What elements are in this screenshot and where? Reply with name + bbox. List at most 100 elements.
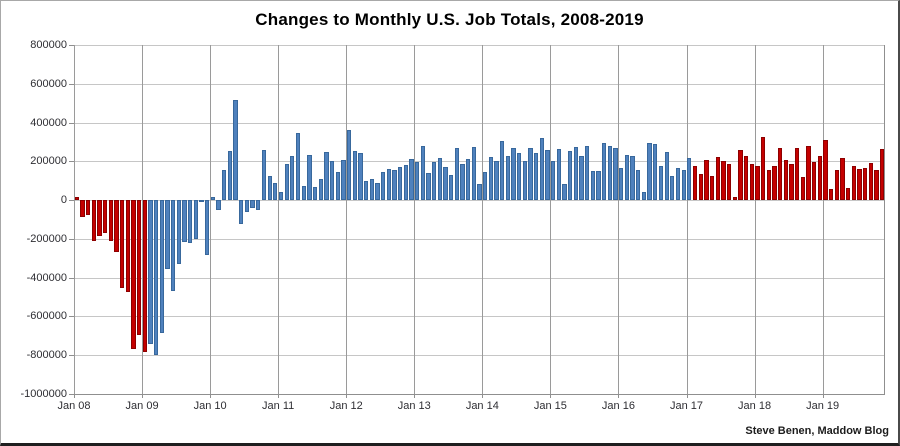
- bar-2017-06: [715, 157, 720, 201]
- bar-2017-01: [687, 158, 692, 201]
- bar-2018-10: [806, 146, 811, 201]
- x-axis-label: Jan 17: [669, 400, 704, 412]
- x-axis-tick: [74, 394, 75, 398]
- bar-2016-11: [675, 168, 681, 201]
- bar-2015-09: [596, 171, 601, 201]
- y-axis-tick: [69, 316, 74, 318]
- bar-2015-05: [573, 147, 579, 201]
- x-axis-label: Jan 08: [57, 400, 91, 412]
- bar-2014-03: [494, 160, 499, 201]
- bar-2009-11: [199, 200, 204, 203]
- bar-2014-09: [528, 147, 533, 201]
- vgridline: [74, 45, 75, 394]
- y-axis-tick: [69, 83, 74, 85]
- bar-2009-12: [205, 200, 210, 255]
- bar-2013-03: [426, 172, 431, 201]
- bar-2018-03: [766, 170, 771, 201]
- bar-2010-11: [267, 176, 272, 201]
- bar-2011-11: [335, 171, 340, 201]
- bar-2016-01: [619, 167, 624, 201]
- bar-2011-01: [278, 191, 284, 201]
- x-axis-tick: [822, 394, 824, 398]
- hgridline: [74, 238, 885, 240]
- bar-2012-02: [352, 150, 357, 201]
- bar-2014-02: [488, 157, 493, 201]
- bar-2015-07: [585, 146, 590, 201]
- bar-2017-08: [726, 164, 732, 201]
- y-axis-label: 0: [60, 194, 67, 207]
- bar-2019-06: [851, 165, 856, 201]
- bar-2017-12: [749, 164, 754, 201]
- plot-area: [74, 45, 885, 395]
- bar-2013-08: [454, 147, 459, 201]
- bar-2013-09: [460, 164, 465, 201]
- bar-2014-07: [517, 152, 522, 201]
- bar-2013-04: [431, 161, 437, 201]
- y-axis-label: -600000: [26, 310, 67, 323]
- bar-2019-11: [880, 148, 885, 201]
- y-axis-label: 800000: [30, 39, 67, 51]
- bar-2008-04: [91, 200, 96, 241]
- x-axis-tick: [346, 394, 348, 398]
- x-axis-tick: [482, 394, 484, 398]
- bar-2008-02: [80, 200, 85, 217]
- bar-2015-04: [568, 151, 573, 201]
- hgridline: [74, 122, 885, 124]
- bar-2009-06: [171, 200, 176, 291]
- bar-2008-11: [131, 200, 136, 350]
- x-axis-tick: [754, 394, 756, 398]
- bar-2010-01: [210, 196, 216, 201]
- bar-2008-05: [97, 200, 102, 236]
- bar-2011-04: [295, 133, 301, 201]
- bar-2008-07: [108, 200, 113, 242]
- bar-2014-12: [545, 150, 550, 201]
- bar-2018-06: [783, 159, 788, 201]
- plot-right-border: [884, 45, 885, 394]
- bar-2011-03: [290, 156, 295, 201]
- bar-2008-12: [137, 200, 142, 335]
- bar-2016-07: [653, 143, 658, 201]
- bar-2011-10: [329, 160, 335, 201]
- bar-2008-09: [120, 200, 125, 288]
- hgridline: [74, 45, 885, 46]
- bar-2018-01: [755, 165, 760, 201]
- bar-2017-11: [743, 156, 749, 201]
- bar-2009-09: [188, 200, 193, 243]
- x-axis-tick: [414, 394, 416, 398]
- y-axis-tick: [69, 355, 74, 357]
- x-axis-label: Jan 12: [329, 400, 363, 412]
- y-axis-tick: [69, 45, 74, 46]
- bar-2017-03: [698, 173, 703, 201]
- bar-2010-05: [233, 100, 238, 201]
- bar-2010-10: [261, 150, 267, 201]
- y-axis-tick: [69, 277, 74, 279]
- bar-2011-09: [324, 152, 329, 201]
- vgridline: [482, 45, 484, 394]
- bar-2013-01: [414, 161, 420, 201]
- vgridline: [346, 45, 348, 394]
- bar-2012-11: [403, 165, 408, 201]
- bar-2008-01: [74, 196, 79, 201]
- attribution-text: Steve Benen, Maddow Blog: [745, 425, 889, 437]
- bar-2014-10: [534, 152, 539, 201]
- bar-2012-09: [392, 169, 397, 201]
- bar-2018-12: [817, 156, 822, 201]
- bar-2018-07: [789, 164, 794, 201]
- y-axis-label: -800000: [26, 349, 67, 362]
- x-axis-label: Jan 09: [125, 400, 159, 412]
- bar-2014-01: [483, 172, 488, 201]
- vgridline: [754, 45, 756, 394]
- bar-2009-08: [182, 200, 187, 242]
- bar-2015-01: [551, 161, 556, 201]
- y-axis-label: -400000: [26, 271, 67, 284]
- bar-2019-07: [857, 169, 862, 201]
- bar-2014-06: [511, 148, 516, 201]
- bar-2013-11: [471, 146, 476, 201]
- bar-2012-03: [358, 152, 363, 201]
- bar-2015-08: [590, 171, 596, 201]
- bar-2010-02: [216, 200, 221, 210]
- bar-2014-08: [522, 160, 528, 201]
- bar-2013-02: [420, 145, 425, 201]
- bar-2013-12: [477, 183, 482, 201]
